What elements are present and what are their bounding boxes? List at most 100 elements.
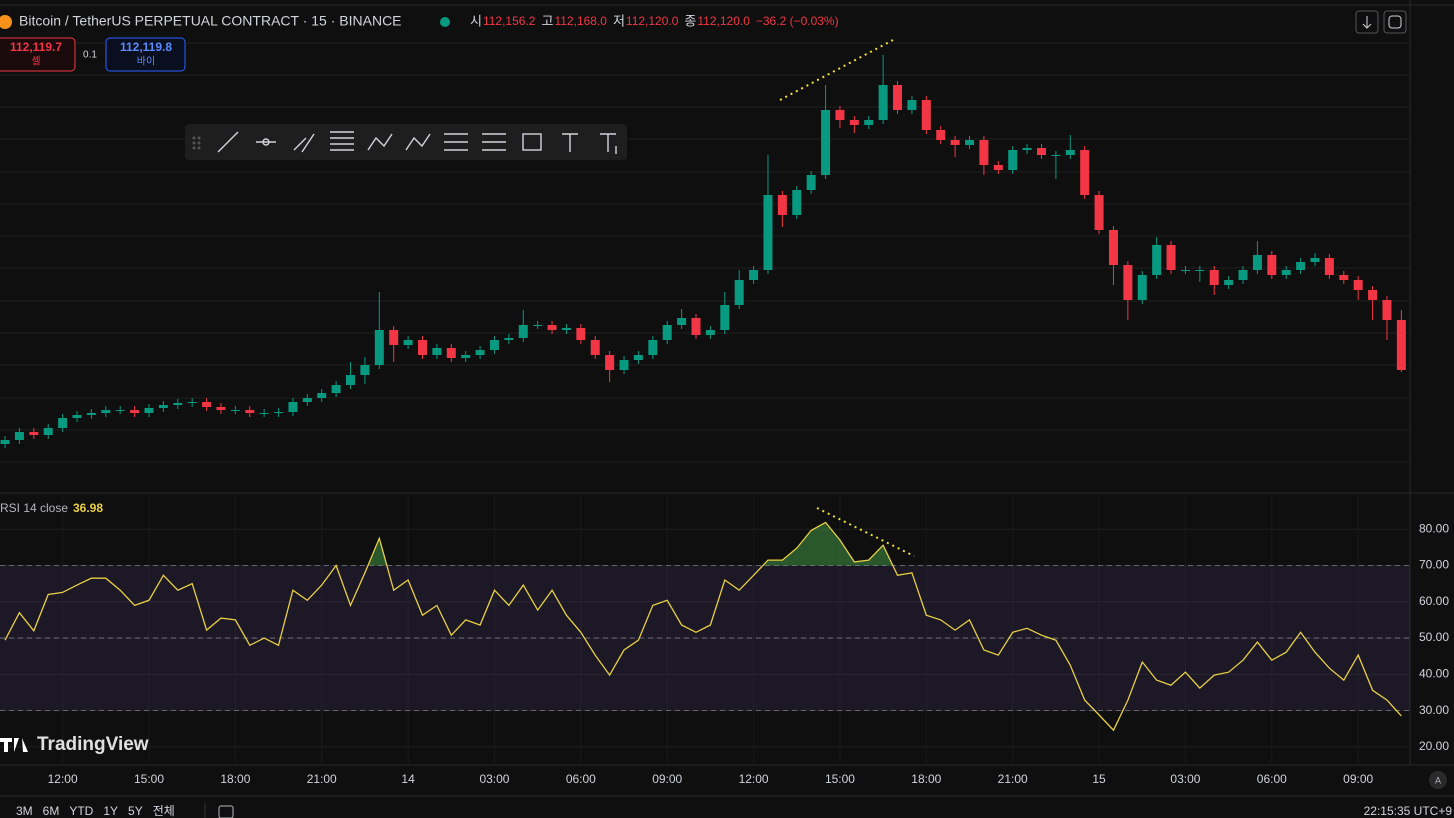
candle-body	[417, 340, 427, 355]
range-bar: 3M 6M YTD 1Y 5Y 전체	[16, 804, 175, 818]
position-tool[interactable]	[482, 133, 506, 151]
range-button[interactable]: 5Y	[128, 804, 143, 818]
drawing-toolbar	[185, 124, 627, 160]
sell-price: 112,119.7	[10, 40, 62, 54]
ohlc-label: 고	[541, 13, 553, 28]
ohlc-value: 112,120.0	[626, 14, 679, 28]
candle-body	[893, 85, 903, 110]
ohlc-legend: 시 112,156.2 고 112,168.0 저 112,120.0 종 112,120.0…	[470, 13, 839, 28]
candle-body	[878, 85, 888, 120]
candle-body	[792, 190, 802, 215]
x-tick-label: 09:00	[1343, 772, 1373, 786]
candle-body	[0, 440, 10, 444]
candle-body	[259, 413, 269, 414]
x-tick-label: 12:00	[48, 772, 78, 786]
indicator-label: RSI 14 close	[0, 501, 68, 515]
range-button[interactable]: 3M	[16, 804, 33, 818]
market-status	[440, 17, 450, 27]
candle-body	[1036, 148, 1046, 155]
candle-body	[864, 120, 874, 125]
candle-body	[144, 408, 154, 413]
watermark: TradingView	[37, 734, 149, 755]
candle-body	[720, 305, 730, 330]
elliott-tool[interactable]	[405, 133, 431, 151]
candle-body	[302, 398, 312, 402]
x-tick-label: 21:00	[307, 772, 337, 786]
candle-body	[1267, 255, 1277, 275]
text-tool[interactable]	[562, 133, 578, 152]
candle-body	[1368, 290, 1378, 300]
pattern-tool[interactable]	[367, 133, 393, 151]
candle-body	[202, 402, 212, 407]
candle-body	[403, 340, 413, 345]
range-button[interactable]: YTD	[69, 804, 93, 818]
channel-tool[interactable]	[293, 133, 315, 153]
sell-label: 셀	[31, 56, 40, 68]
candle-body	[461, 355, 471, 358]
candle-body	[1339, 275, 1349, 280]
candle-body	[1166, 245, 1176, 270]
anchor-text-tool[interactable]	[600, 133, 617, 154]
range-button[interactable]: 6M	[43, 804, 60, 818]
x-tick-label: 18:00	[220, 772, 250, 786]
buy-button[interactable]: 112,119.8 바이	[105, 37, 186, 72]
sell-button[interactable]: 112,119.7 셀	[0, 37, 76, 72]
candle-body	[43, 428, 53, 435]
buy-label: 바이	[137, 56, 155, 68]
candle-body	[346, 375, 356, 385]
candle-body	[950, 140, 960, 145]
candle-body	[633, 355, 643, 360]
top-buttons[interactable]	[1355, 10, 1407, 34]
candle-body	[734, 280, 744, 305]
range-tool[interactable]	[444, 133, 468, 151]
x-tick-label: 18:00	[911, 772, 941, 786]
logo-icon	[0, 738, 28, 752]
trend-tool[interactable]	[217, 131, 239, 153]
candle-body	[705, 330, 715, 335]
candle-body	[1396, 320, 1406, 370]
ohlc-label: 종	[684, 13, 696, 28]
candle-body	[936, 130, 946, 140]
y-tick-label: 30.00	[1419, 703, 1449, 717]
y-tick-label: 70.00	[1419, 558, 1449, 572]
rsi-pane: 80.00 70.00 60.00 50.00 40.00 30.00 20.00 12:00…	[0, 493, 1449, 786]
candles	[0, 55, 1406, 448]
x-tick-label: 06:00	[1257, 772, 1287, 786]
quantity[interactable]: 0.1	[83, 50, 97, 61]
ohlc-value: 112,156.2	[483, 14, 536, 28]
x-tick-label: 15	[1092, 772, 1106, 786]
candle-body	[389, 330, 399, 345]
rectangle-tool[interactable]	[522, 133, 542, 151]
x-tick-label: 12:00	[739, 772, 769, 786]
candle-body	[101, 410, 111, 413]
y-tick-label: 60.00	[1419, 594, 1449, 608]
candle-body	[432, 348, 442, 355]
candle-body	[907, 100, 917, 110]
x-tick-label: 15:00	[134, 772, 164, 786]
range-button[interactable]: 1Y	[103, 804, 118, 818]
calendar-icon[interactable]	[218, 805, 234, 818]
coin-icon	[0, 15, 12, 29]
candle-body	[1281, 270, 1291, 275]
candle-body	[29, 432, 39, 435]
fib-tool[interactable]	[330, 131, 354, 151]
x-tick-label: 14	[401, 772, 415, 786]
range-button[interactable]: 전체	[153, 804, 175, 818]
x-tick-label: 06:00	[566, 772, 596, 786]
candle-body	[475, 350, 485, 355]
hline-tool[interactable]	[256, 138, 276, 146]
candle-body	[317, 393, 327, 398]
candle-body	[14, 432, 24, 440]
auto-scale[interactable]	[1429, 771, 1447, 789]
symbol-title: Bitcoin / TetherUS PERPETUAL CONTRACT · …	[19, 13, 402, 29]
y-tick-label: 20.00	[1419, 739, 1449, 753]
auto-label: A	[1435, 775, 1441, 785]
candle-body	[590, 340, 600, 355]
x-tick-label: 21:00	[998, 772, 1028, 786]
trend-line[interactable]	[816, 507, 915, 557]
candle-body	[1195, 270, 1205, 271]
candle-body	[662, 325, 672, 340]
x-tick-label: 15:00	[825, 772, 855, 786]
candle-body	[1008, 150, 1018, 170]
